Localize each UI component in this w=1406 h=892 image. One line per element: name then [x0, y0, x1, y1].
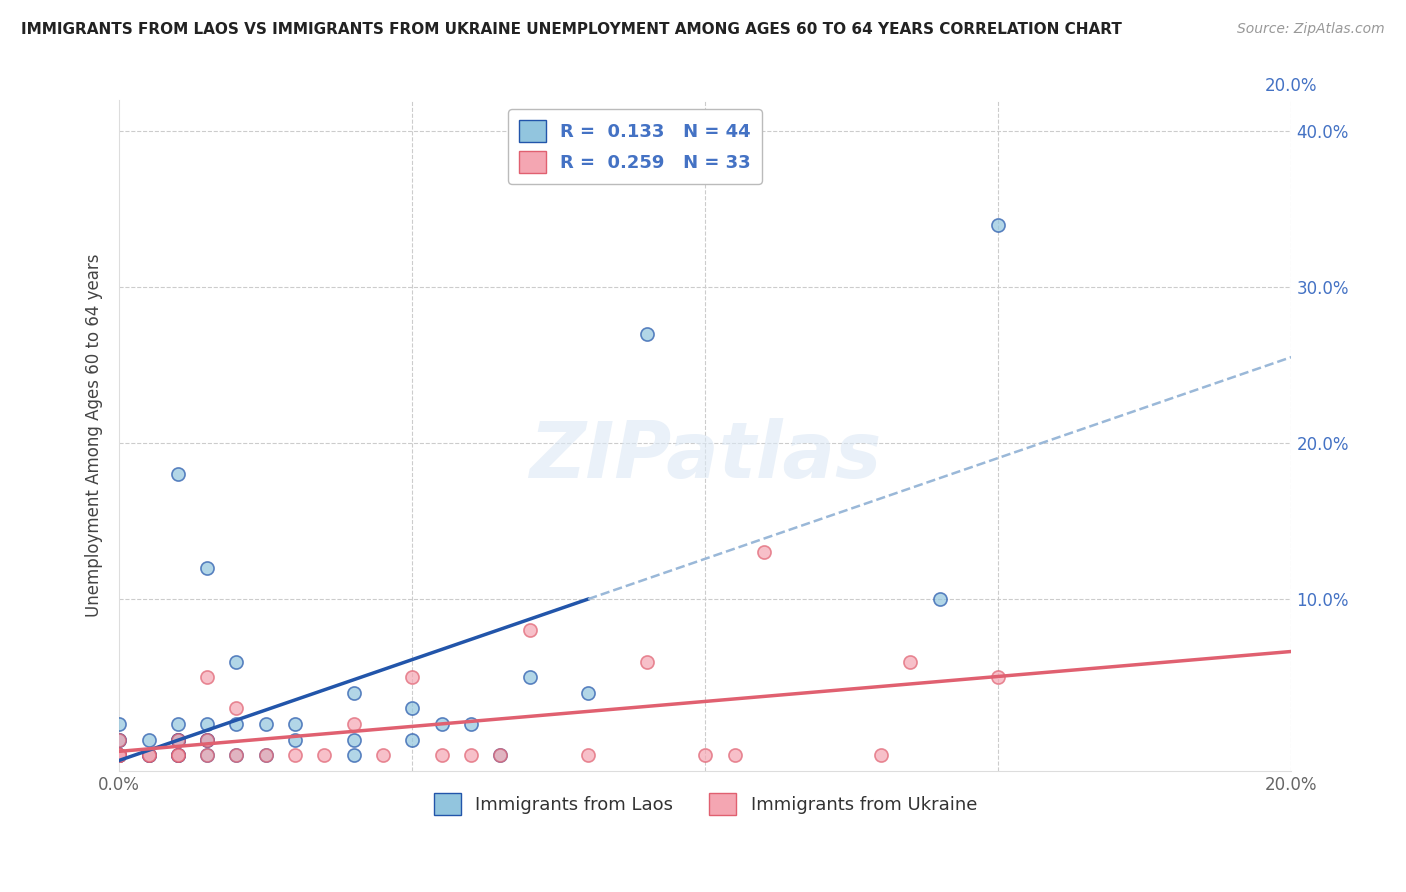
Point — [108, 732, 131, 747]
Point — [460, 717, 482, 731]
Point — [225, 748, 247, 763]
Point — [167, 732, 190, 747]
Point — [284, 717, 307, 731]
Point — [195, 748, 218, 763]
Point — [108, 732, 131, 747]
Point — [489, 748, 512, 763]
Point — [138, 732, 160, 747]
Point — [138, 748, 160, 763]
Point — [195, 561, 218, 575]
Point — [254, 748, 277, 763]
Point — [343, 732, 366, 747]
Point — [636, 327, 658, 342]
Point — [225, 748, 247, 763]
Point — [489, 748, 512, 763]
Point — [343, 748, 366, 763]
Point — [401, 732, 423, 747]
Point — [928, 592, 950, 607]
Point — [108, 748, 131, 763]
Point — [167, 748, 190, 763]
Point — [195, 717, 218, 731]
Point — [900, 655, 922, 669]
Point — [108, 717, 131, 731]
Point — [167, 732, 190, 747]
Point — [519, 670, 541, 684]
Point — [987, 218, 1010, 232]
Point — [108, 748, 131, 763]
Text: Source: ZipAtlas.com: Source: ZipAtlas.com — [1237, 22, 1385, 37]
Point — [430, 717, 453, 731]
Point — [138, 748, 160, 763]
Point — [167, 467, 190, 482]
Point — [519, 624, 541, 638]
Point — [195, 732, 218, 747]
Point — [724, 748, 747, 763]
Point — [225, 655, 247, 669]
Point — [167, 732, 190, 747]
Point — [108, 748, 131, 763]
Point — [284, 732, 307, 747]
Point — [108, 732, 131, 747]
Point — [225, 701, 247, 715]
Point — [343, 686, 366, 700]
Text: IMMIGRANTS FROM LAOS VS IMMIGRANTS FROM UKRAINE UNEMPLOYMENT AMONG AGES 60 TO 64: IMMIGRANTS FROM LAOS VS IMMIGRANTS FROM … — [21, 22, 1122, 37]
Point — [138, 748, 160, 763]
Point — [401, 670, 423, 684]
Point — [195, 732, 218, 747]
Point — [108, 748, 131, 763]
Point — [167, 748, 190, 763]
Point — [108, 748, 131, 763]
Point — [167, 732, 190, 747]
Point — [343, 717, 366, 731]
Point — [752, 545, 775, 559]
Point — [108, 748, 131, 763]
Point — [167, 748, 190, 763]
Point — [460, 748, 482, 763]
Point — [636, 655, 658, 669]
Point — [167, 748, 190, 763]
Point — [195, 670, 218, 684]
Point — [108, 748, 131, 763]
Point — [254, 748, 277, 763]
Text: ZIPatlas: ZIPatlas — [529, 417, 882, 493]
Point — [314, 748, 336, 763]
Point — [225, 717, 247, 731]
Point — [138, 748, 160, 763]
Point — [371, 748, 394, 763]
Point — [167, 748, 190, 763]
Point — [870, 748, 893, 763]
Point — [195, 748, 218, 763]
Point — [430, 748, 453, 763]
Y-axis label: Unemployment Among Ages 60 to 64 years: Unemployment Among Ages 60 to 64 years — [86, 253, 103, 617]
Point — [576, 686, 599, 700]
Point — [167, 717, 190, 731]
Point — [401, 701, 423, 715]
Point — [108, 748, 131, 763]
Point — [254, 717, 277, 731]
Legend: Immigrants from Laos, Immigrants from Ukraine: Immigrants from Laos, Immigrants from Uk… — [426, 786, 984, 822]
Point — [576, 748, 599, 763]
Point — [138, 748, 160, 763]
Point — [695, 748, 717, 763]
Point — [195, 732, 218, 747]
Point — [987, 670, 1010, 684]
Point — [284, 748, 307, 763]
